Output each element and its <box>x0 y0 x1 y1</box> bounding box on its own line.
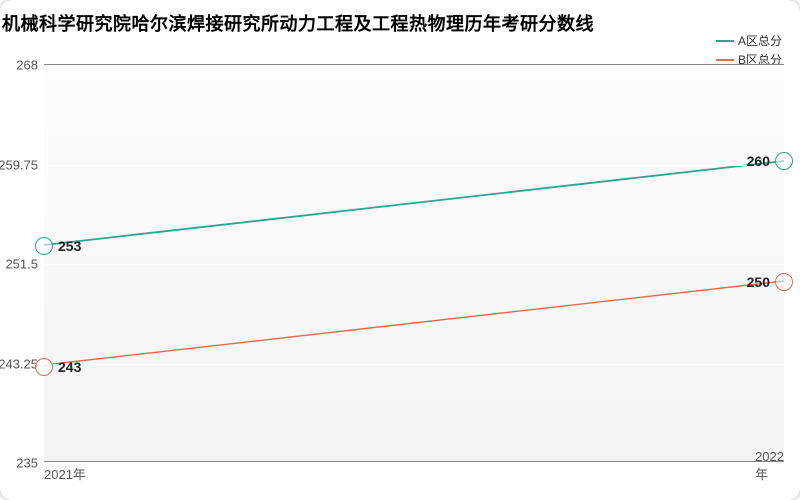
line-layer <box>44 65 784 461</box>
data-point-marker <box>775 152 793 170</box>
data-point-marker <box>775 273 793 291</box>
series-line <box>44 161 784 245</box>
plot-area: 235243.25251.5259.752682021年2022年2532602… <box>44 64 784 462</box>
gridline <box>44 364 784 365</box>
gridline <box>44 264 784 265</box>
y-tick-label: 251.5 <box>5 257 38 272</box>
data-point-marker <box>35 358 53 376</box>
legend-swatch-a <box>716 40 734 42</box>
gridline <box>44 165 784 166</box>
y-tick-label: 243.25 <box>0 356 38 371</box>
y-tick-label: 268 <box>16 58 38 73</box>
data-label: 243 <box>58 359 81 375</box>
chart-container: 机械科学研究院哈尔滨焊接研究所动力工程及工程热物理历年考研分数线 A区总分 B区… <box>0 0 800 500</box>
legend-swatch-b <box>716 59 734 61</box>
x-tick-label: 2021年 <box>44 464 86 483</box>
data-label: 250 <box>747 274 770 290</box>
series-line <box>44 281 784 365</box>
y-tick-label: 259.75 <box>0 157 38 172</box>
legend-item-a: A区总分 <box>716 32 782 49</box>
data-label: 260 <box>747 153 770 169</box>
data-label: 253 <box>58 238 81 254</box>
chart-title: 机械科学研究院哈尔滨焊接研究所动力工程及工程热物理历年考研分数线 <box>0 10 800 36</box>
legend-label-a: A区总分 <box>738 32 782 49</box>
data-point-marker <box>35 237 53 255</box>
x-tick-label: 2022年 <box>755 449 784 483</box>
y-tick-label: 235 <box>16 456 38 471</box>
